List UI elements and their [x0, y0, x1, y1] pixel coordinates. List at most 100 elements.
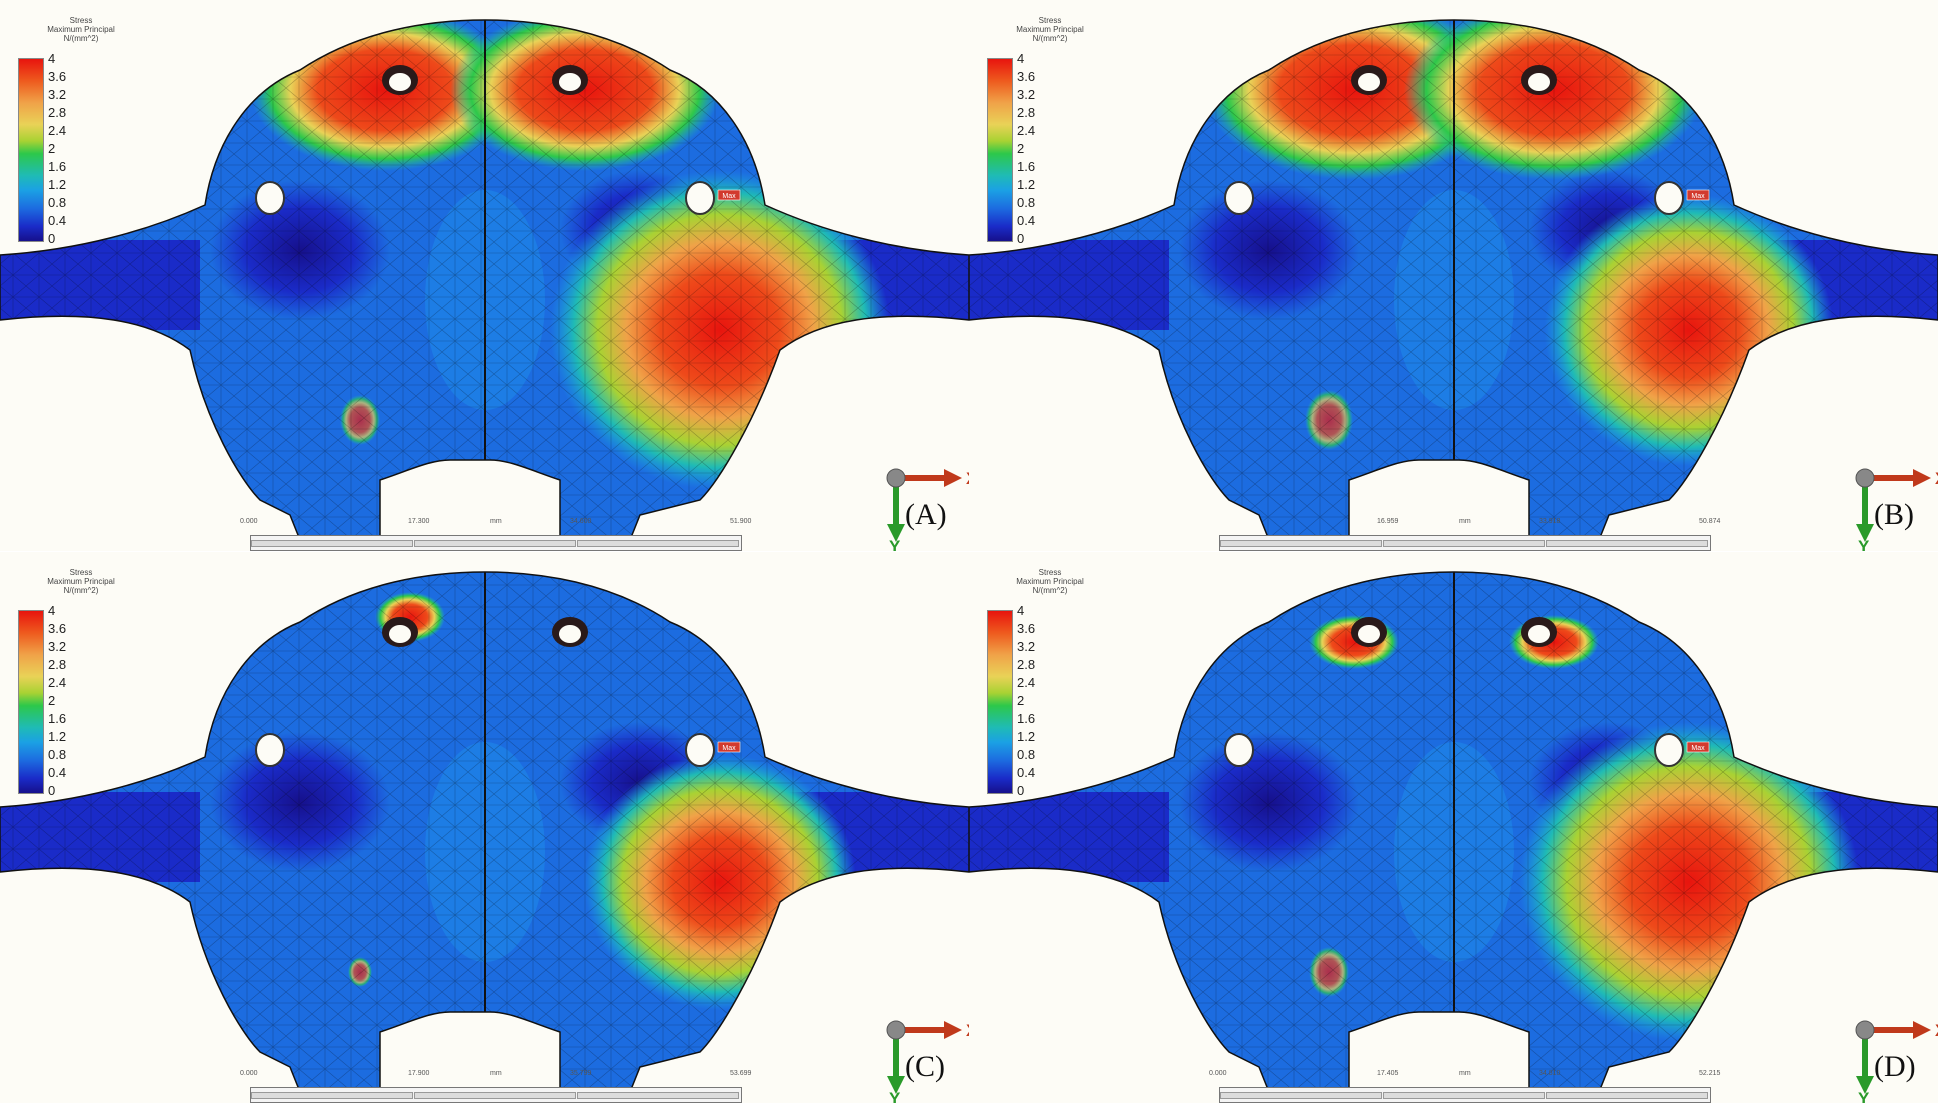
legend-tick: 0.8: [1017, 195, 1036, 210]
legend-tick: 0.4: [48, 765, 67, 780]
legend-color-bar: [987, 610, 1013, 794]
legend-tick: 0.8: [1017, 747, 1036, 762]
legend-tick: 0: [48, 783, 56, 798]
scale-segment: [251, 540, 413, 547]
legend-tick: 0.8: [48, 195, 67, 210]
scale-label: 0.000: [240, 1070, 258, 1077]
panel-b: Max Stress Maximum Principal N/(mm^2) 4 3.6 3.…: [969, 0, 1938, 551]
svg-text:Max: Max: [1691, 193, 1705, 200]
legend-tick: 2.4: [48, 123, 67, 138]
scale-label: 35.799: [570, 1070, 592, 1077]
legend-tick: 1.2: [48, 729, 67, 744]
legend-tick: 1.6: [48, 711, 67, 726]
x-axis-label: X: [966, 469, 969, 488]
scale-label: 52.215: [1699, 1070, 1721, 1077]
legend-tick: 2.8: [48, 105, 67, 120]
legend-tick: 2.4: [1017, 123, 1036, 138]
legend-tick: 2: [1017, 693, 1025, 708]
legend-tick: 2.8: [1017, 105, 1036, 120]
stress-legend: Stress Maximum Principal N/(mm^2) 4 3.6 3.2 2.…: [983, 568, 1084, 808]
y-axis-label: Y: [889, 1089, 901, 1103]
axis-triad: XY: [1855, 1020, 1938, 1103]
legend-title: Stress Maximum Principal N/(mm^2): [1005, 568, 1095, 595]
legend-tick: 3.6: [48, 69, 67, 84]
scale-label: 33.918: [1539, 518, 1561, 525]
panel-label: (D): [1874, 1050, 1916, 1083]
legend-tick: 2.4: [1017, 675, 1036, 690]
stress-legend: Stress Maximum Principal N/(mm^2) 4 3.6 3.2 2.…: [983, 16, 1084, 256]
legend-color-bar: [987, 58, 1013, 242]
mesh-model-a: Max: [0, 19, 969, 541]
x-axis-label: X: [1935, 469, 1938, 488]
legend-tick: 4: [1017, 603, 1025, 618]
legend-title: Stress Maximum Principal N/(mm^2): [1005, 16, 1095, 43]
max-marker: Max: [717, 189, 741, 201]
scale-label: mm: [1459, 518, 1471, 525]
panel-label: (A): [905, 498, 947, 531]
legend-title-line: N/(mm^2): [1032, 34, 1068, 43]
legend-color-bar: [18, 58, 44, 242]
legend-tick: 1.6: [48, 159, 67, 174]
scale-bar: [250, 1087, 742, 1103]
x-axis-label: X: [1935, 1021, 1938, 1040]
svg-text:Max: Max: [1691, 745, 1705, 752]
panel-a: Max Stress Maximum Principal N/(mm^2) 4 3.6 3.…: [0, 0, 969, 551]
scale-label: 53.699: [730, 1070, 752, 1077]
legend-color-bar: [18, 610, 44, 794]
svg-text:Max: Max: [722, 193, 736, 200]
legend-tick: 2: [48, 141, 56, 156]
stress-legend: Stress Maximum Principal N/(mm^2) 4 3.6 3.2 2.…: [14, 568, 115, 808]
scale-label: 0.000: [240, 518, 258, 525]
scale-segment: [1546, 540, 1708, 547]
panel-d: Max Stress Maximum Principal N/(mm^2) 4 3.6 3.…: [969, 552, 1938, 1103]
legend-tick: 0.4: [1017, 213, 1036, 228]
y-axis-label: Y: [1858, 537, 1870, 551]
panel-label: (C): [905, 1050, 945, 1083]
axis-triad: XY: [1855, 468, 1938, 551]
scale-label: 51.900: [730, 518, 752, 525]
legend-tick: 3.2: [1017, 639, 1036, 654]
legend-tick: 0: [48, 231, 56, 246]
legend-tick: 1.2: [48, 177, 67, 192]
mesh-model-d: Max: [969, 571, 1938, 1093]
axis-triad: XY: [886, 1020, 969, 1103]
scale-segment: [414, 540, 576, 547]
legend-tick: 4: [48, 603, 56, 618]
scale-label: mm: [1459, 1070, 1471, 1077]
legend-tick: 3.2: [48, 639, 67, 654]
legend-tick: 3.2: [1017, 87, 1036, 102]
scale-label: 16.959: [1377, 518, 1399, 525]
legend-tick: 0.8: [48, 747, 67, 762]
scale-label: 0.000: [1209, 1070, 1227, 1077]
panel-label: (B): [1874, 498, 1914, 531]
legend-tick: 1.6: [1017, 711, 1036, 726]
legend-tick: 3.2: [48, 87, 67, 102]
scale-bar: [1219, 1087, 1711, 1103]
legend-title-line: Maximum Principal: [47, 577, 115, 586]
scale-label: 34.600: [570, 518, 592, 525]
legend-title-line: N/(mm^2): [63, 34, 99, 43]
scale-label: 17.900: [408, 1070, 430, 1077]
legend-tick: 4: [1017, 51, 1025, 66]
legend-tick: 1.2: [1017, 177, 1036, 192]
scale-label: 34.810: [1539, 1070, 1561, 1077]
legend-tick: 2: [1017, 141, 1025, 156]
max-marker: Max: [717, 741, 741, 753]
max-marker: Max: [1686, 189, 1710, 201]
legend-tick: 2.8: [48, 657, 67, 672]
legend-tick: 0.4: [48, 213, 67, 228]
legend-tick: 3.6: [1017, 69, 1036, 84]
mesh-model-c: Max: [0, 571, 969, 1093]
legend-title-line: Stress: [1038, 568, 1062, 577]
scale-segment: [577, 540, 739, 547]
max-marker: Max: [1686, 741, 1710, 753]
scale-segment: [251, 1092, 413, 1099]
x-axis-label: X: [966, 1021, 969, 1040]
scale-segment: [1220, 1092, 1382, 1099]
stress-legend: Stress Maximum Principal N/(mm^2) 4 3.6 3.2 2.…: [14, 16, 115, 256]
scale-segment: [1220, 540, 1382, 547]
scale-label: 17.300: [408, 518, 430, 525]
axis-triad: XY: [886, 468, 969, 551]
legend-tick: 3.6: [1017, 621, 1036, 636]
legend-title-line: N/(mm^2): [63, 586, 99, 595]
